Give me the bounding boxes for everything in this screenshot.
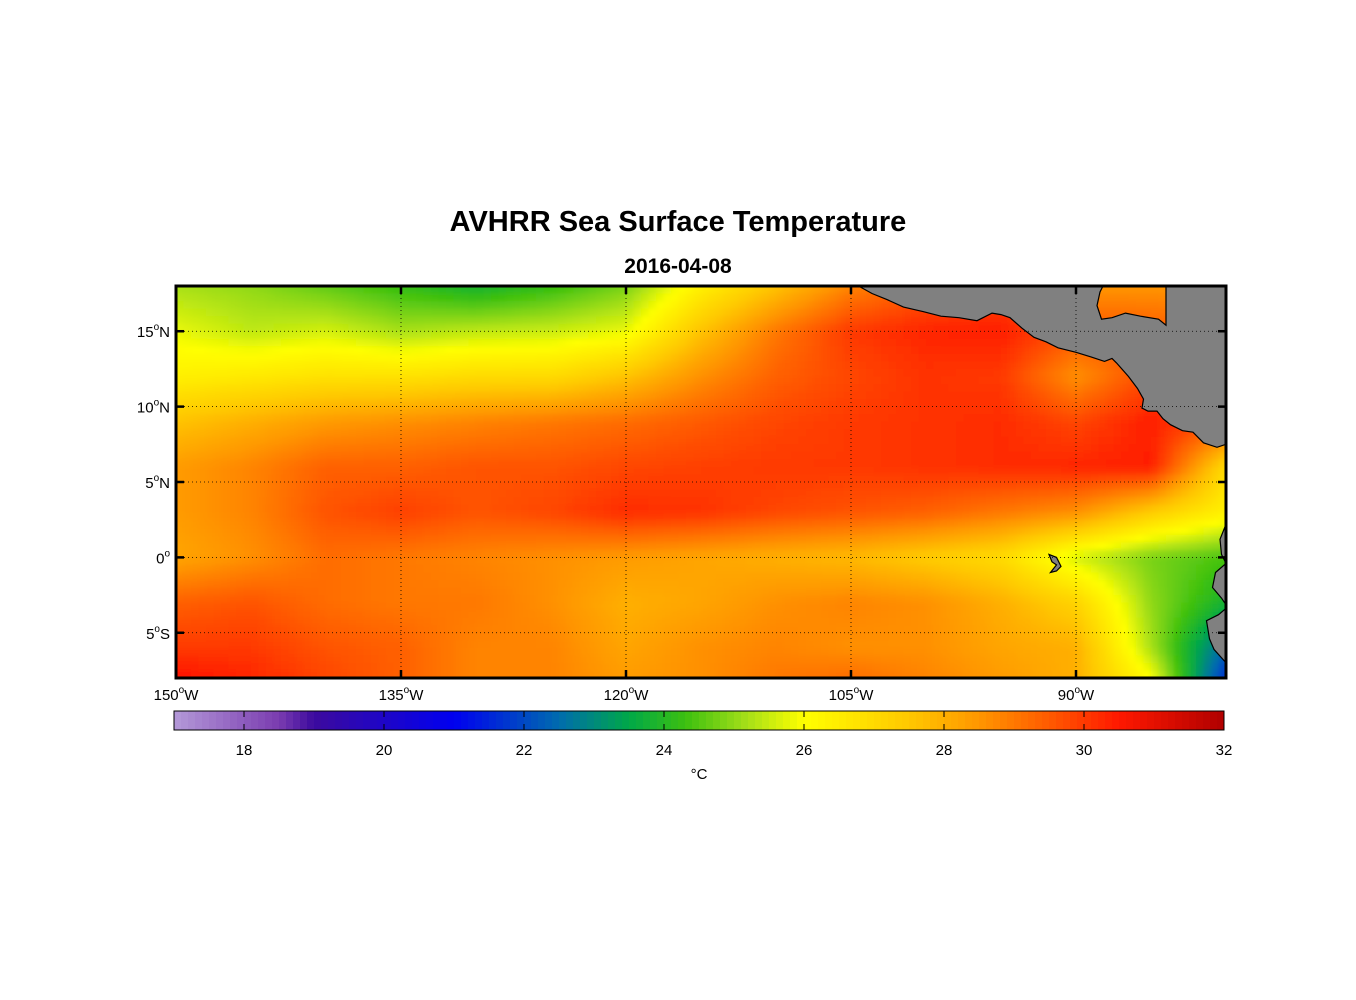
land-central-america [857, 286, 1226, 448]
colorbar-tick-label: 32 [1216, 742, 1233, 759]
lon-tick-label: 150oW [154, 685, 200, 704]
lat-tick-label: 10oN [137, 398, 170, 417]
map-title: AVHRR Sea Surface Temperature [449, 206, 907, 238]
colorbar-tick-label: 22 [516, 742, 533, 759]
colorbar-frame [173, 710, 1225, 731]
colorbar-tick-label: 24 [656, 742, 673, 759]
colorbar-ticks: 18 20 22 24 26 28 30 32 [236, 711, 1233, 759]
lat-tick-label: 5oN [145, 473, 170, 492]
axis-labels: 150oW 135oW 120oW 105oW 90oW 15oN 10oN 5oN 0o 5oS [137, 322, 1095, 704]
colorbar-tick-label: 28 [936, 742, 953, 759]
lon-tick-label: 135oW [379, 685, 425, 704]
colorbar-tick-label: 26 [796, 742, 813, 759]
lat-tick-label: 5oS [146, 624, 170, 643]
colorbar-tick-label: 18 [236, 742, 253, 759]
lat-tick-label: 15oN [137, 322, 170, 341]
colorbar-tick-label: 30 [1076, 742, 1093, 759]
lat-tick-label: 0o [156, 548, 170, 567]
lon-tick-label: 90oW [1058, 685, 1095, 704]
land-galapagos [1047, 553, 1062, 574]
map-subtitle: 2016-04-08 [624, 255, 732, 278]
colorbar-tick-label: 20 [376, 742, 393, 759]
axis-ticks [176, 286, 1226, 678]
colorbar-scale [174, 711, 1225, 730]
lon-tick-label: 105oW [829, 685, 875, 704]
colorbar-units-label: °C [691, 766, 708, 783]
lon-tick-label: 120oW [604, 685, 650, 704]
graticule [176, 286, 1226, 678]
